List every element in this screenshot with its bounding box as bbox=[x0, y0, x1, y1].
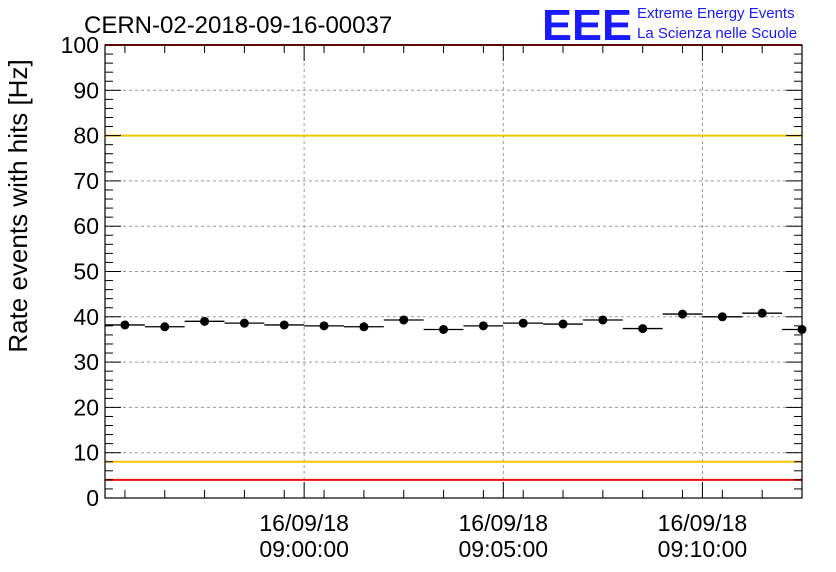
data-point-marker bbox=[120, 320, 130, 330]
data-point-marker bbox=[239, 318, 249, 328]
y-tick-label: 50 bbox=[73, 259, 99, 285]
data-point-marker bbox=[319, 321, 329, 331]
data-point bbox=[503, 318, 544, 328]
data-point bbox=[702, 312, 743, 322]
eee-logo: EEE Extreme Energy Events La Scienza nel… bbox=[542, 1, 797, 50]
eee-logo-line2: La Scienza nelle Scuole bbox=[637, 25, 797, 42]
data-point bbox=[543, 319, 583, 329]
grid bbox=[105, 45, 802, 498]
data-point bbox=[742, 308, 783, 318]
x-tick-label-date: 16/09/18 bbox=[259, 510, 349, 536]
data-point bbox=[423, 324, 464, 334]
data-point-marker bbox=[279, 320, 289, 330]
y-tick-label: 30 bbox=[73, 349, 99, 375]
data-point-marker bbox=[638, 324, 648, 334]
data-point bbox=[304, 321, 344, 331]
reference-lines bbox=[105, 44, 802, 481]
y-tick-labels: 0 10 20 30 40 50 60 70 80 90 100 bbox=[61, 32, 99, 511]
eee-logo-text: EEE bbox=[542, 1, 632, 50]
y-axis-label: Rate events with hits [Hz] bbox=[3, 59, 33, 352]
data-point bbox=[463, 321, 504, 331]
data-point-marker bbox=[439, 324, 449, 334]
y-tick-label: 70 bbox=[73, 168, 99, 194]
data-point-marker bbox=[598, 315, 608, 325]
data-point-marker bbox=[717, 312, 727, 322]
data-point-marker bbox=[757, 308, 767, 318]
data-point-marker bbox=[200, 316, 210, 326]
data-point bbox=[105, 320, 145, 330]
y-tick-label: 80 bbox=[73, 123, 99, 149]
y-tick-label: 90 bbox=[73, 77, 99, 103]
eee-logo-line1: Extreme Energy Events bbox=[637, 5, 795, 22]
data-point-marker bbox=[160, 322, 170, 332]
x-tick-label-date: 16/09/18 bbox=[658, 510, 748, 536]
x-tick-label-time: 09:00:00 bbox=[259, 536, 349, 562]
y-tick-label: 60 bbox=[73, 213, 99, 239]
x-tick-label-time: 09:10:00 bbox=[658, 536, 748, 562]
data-point-marker bbox=[678, 309, 688, 319]
data-point bbox=[144, 322, 185, 332]
y-tick-label: 0 bbox=[86, 485, 99, 511]
data-point bbox=[582, 315, 623, 325]
data-point bbox=[782, 324, 807, 334]
run-title: CERN-02-2018-09-16-00037 bbox=[84, 12, 392, 39]
x-tick-label-date: 16/09/18 bbox=[459, 510, 549, 536]
data-point-marker bbox=[359, 322, 369, 332]
data-point-marker bbox=[797, 324, 807, 334]
y-tick-label: 10 bbox=[73, 440, 99, 466]
data-point-marker bbox=[518, 318, 528, 328]
data-point bbox=[662, 309, 703, 319]
y-tick-label: 40 bbox=[73, 304, 99, 330]
data-points bbox=[105, 308, 807, 334]
data-point-marker bbox=[478, 321, 488, 331]
axis-ticks bbox=[105, 44, 803, 499]
data-point-marker bbox=[399, 315, 409, 325]
y-tick-label: 20 bbox=[73, 394, 99, 420]
data-point bbox=[184, 316, 225, 326]
data-point bbox=[224, 318, 265, 328]
data-point bbox=[622, 324, 663, 334]
data-point-marker bbox=[558, 319, 568, 329]
data-point bbox=[383, 315, 424, 325]
x-tick-labels: 16/09/1809:00:0016/09/1809:05:0016/09/18… bbox=[259, 510, 747, 562]
data-point bbox=[264, 320, 305, 330]
x-tick-label-time: 09:05:00 bbox=[459, 536, 549, 562]
y-tick-label: 100 bbox=[61, 32, 99, 58]
data-point bbox=[343, 322, 384, 332]
